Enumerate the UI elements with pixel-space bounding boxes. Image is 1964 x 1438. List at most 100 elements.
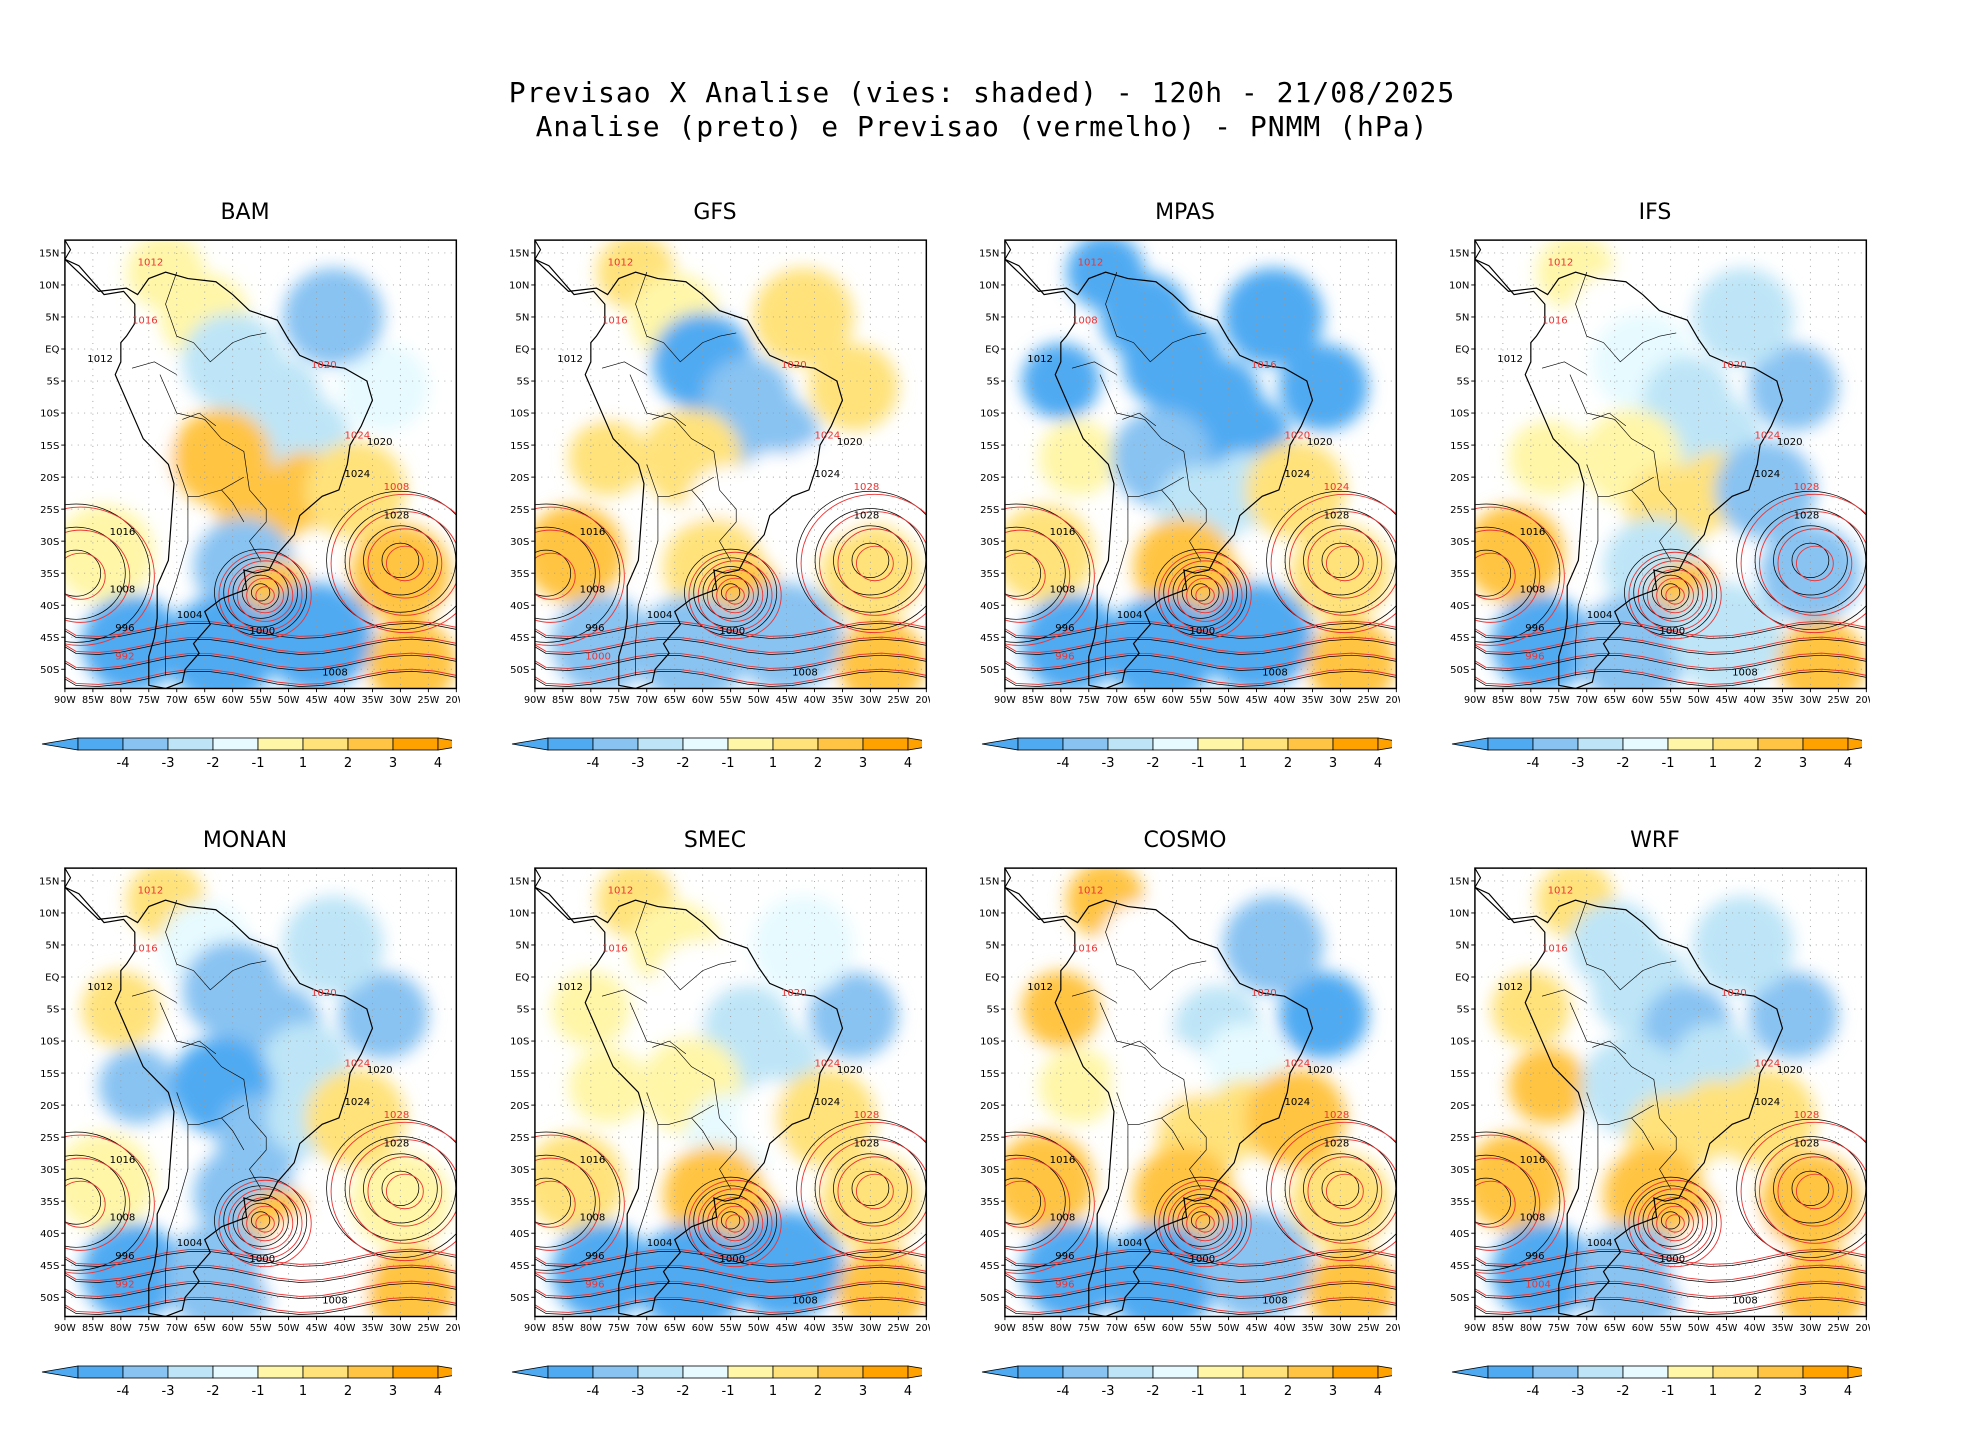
axes: 15N 10N 5N EQ 5S 10S 15S 20S 25S 30S 35S 40S 45S 50S 9… — [39, 877, 460, 1335]
analysis-isobar-label: 1008 — [1050, 584, 1076, 595]
colorbar-segment — [1577, 737, 1624, 751]
lat-tick-label: 5S — [987, 377, 1000, 388]
forecast-isobar-label: 1020 — [1251, 988, 1277, 999]
colorbar-segment — [1332, 737, 1379, 751]
bias-patch — [635, 1223, 748, 1317]
lon-tick-label: 35W — [1772, 1323, 1794, 1334]
colorbar-arrow-low — [41, 1365, 79, 1379]
lat-tick-label: 15S — [40, 441, 59, 452]
lon-tick-label: 45W — [1246, 1323, 1268, 1334]
isobar — [697, 560, 773, 631]
colorbar-arrow-high — [1377, 1365, 1392, 1379]
colorbar-label: 2 — [1284, 1384, 1292, 1399]
lat-tick-label: 25S — [510, 1133, 529, 1144]
isobar — [1004, 1157, 1071, 1251]
forecast-isobar-label: 1028 — [1324, 1110, 1350, 1121]
colorbar-segment — [1757, 1365, 1804, 1379]
lon-tick-label: 40W — [1274, 1323, 1296, 1334]
colorbar-arrow-low — [1451, 1365, 1489, 1379]
analysis-isobar-label: 1016 — [1520, 1155, 1546, 1166]
colorbar-segment — [347, 1365, 394, 1379]
lon-tick-label: 35W — [362, 1323, 384, 1334]
forecast-isobar-label: 1012 — [138, 886, 164, 897]
bias-patch — [1290, 1152, 1391, 1251]
isobar — [1474, 654, 1867, 671]
lat-tick-label: 15S — [980, 441, 999, 452]
isobar — [64, 1157, 131, 1251]
graticule — [1004, 240, 1397, 689]
isobar — [1740, 1121, 1867, 1262]
isobar — [534, 1177, 572, 1225]
forecast-isobar-label: 1012 — [1078, 886, 1104, 897]
lat-tick-label: 20S — [510, 1101, 529, 1112]
colorbar-label: 1 — [1709, 756, 1717, 771]
axes: 15N 10N 5N EQ 5S 10S 15S 20S 25S 30S 35S 40S 45S 50S 9… — [1449, 877, 1870, 1335]
lon-tick-label: 20W — [1385, 695, 1400, 706]
isobars — [534, 1118, 927, 1315]
contour-labels: 1012101610201024102899610121016102010241… — [1027, 886, 1349, 1307]
country-border — [601, 361, 647, 375]
country-border — [635, 496, 659, 676]
isobar — [64, 1134, 155, 1274]
analysis-isobar-label: 1012 — [1497, 982, 1523, 993]
lat-tick-label: 20S — [980, 1101, 999, 1112]
isobar — [1474, 529, 1541, 623]
isobar — [1656, 577, 1695, 614]
colorbar-label: -2 — [1147, 1384, 1160, 1399]
colorbar-segment — [392, 1365, 439, 1379]
panel-monan: MONAN 1012 1016 1020 1024 1028 992 1012 1016 1020… — [30, 828, 460, 1438]
south-america-coastline — [1474, 258, 1784, 689]
isobar — [214, 548, 308, 637]
forecast-isobar-label: 1020 — [311, 360, 337, 371]
forecast-low-label: 992 — [115, 652, 134, 663]
colorbar-label: 2 — [344, 756, 352, 771]
bias-map: 1012101610201024102810041012101610201024… — [1449, 867, 1870, 1335]
isobar — [688, 551, 782, 640]
isobar — [363, 525, 438, 596]
isobar — [1266, 490, 1397, 630]
lon-tick-label: 70W — [166, 1323, 188, 1334]
isobar — [855, 545, 894, 582]
analysis-isobar-label: 1008 — [792, 668, 818, 679]
lat-tick-label: 25S — [1450, 505, 1469, 516]
south-america-coastline — [534, 258, 844, 689]
colorbar-label: 4 — [904, 756, 912, 771]
isobar — [367, 1156, 443, 1227]
analysis-isobar-label: 1020 — [1307, 437, 1333, 448]
coastline — [1004, 868, 1314, 1317]
bias-map: 1012101610201024102810001012101610201024… — [509, 239, 930, 706]
analysis-isobar-label: 1012 — [87, 354, 113, 365]
colorbar-label: -2 — [1617, 1384, 1630, 1399]
country-border — [165, 272, 267, 363]
analysis-isobar-label: 1008 — [1520, 1212, 1546, 1223]
country-border — [1105, 900, 1207, 991]
lon-tick-label: 80W — [580, 695, 602, 706]
lon-tick-label: 20W — [1855, 1323, 1870, 1334]
isobar — [1163, 557, 1238, 628]
lon-tick-label: 65W — [1604, 1323, 1626, 1334]
lat-tick-label: EQ — [1455, 345, 1469, 356]
lat-tick-label: 40S — [40, 1229, 59, 1240]
isobar — [1004, 654, 1397, 671]
lon-tick-label: 60W — [1632, 1323, 1654, 1334]
colorbar-label: -1 — [722, 756, 735, 771]
bias-patch — [1474, 504, 1565, 603]
lat-tick-label: 50S — [510, 665, 529, 676]
south-america-coastline — [64, 886, 374, 1317]
lat-tick-label: 40S — [510, 601, 529, 612]
lon-tick-label: 25W — [887, 695, 909, 706]
isobar — [1795, 1173, 1834, 1210]
colorbar-segment — [257, 737, 304, 751]
analysis-isobar-label: 1004 — [177, 1238, 203, 1249]
graticule — [1004, 868, 1397, 1317]
forecast-isobar-label: 1012 — [1078, 258, 1104, 269]
isobar — [833, 525, 908, 596]
bias-patch — [568, 1047, 647, 1125]
lat-tick-label: 5S — [517, 377, 530, 388]
isobar — [1651, 574, 1690, 611]
isobar — [251, 583, 271, 602]
isobar — [1270, 493, 1397, 634]
isobar — [1665, 586, 1685, 605]
coastline — [1474, 868, 1784, 1317]
isobar — [1004, 668, 1397, 685]
